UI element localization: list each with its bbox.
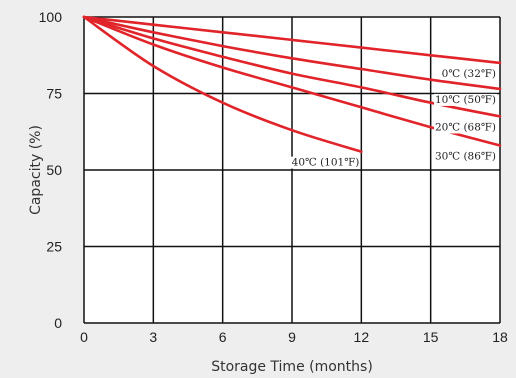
series-label-text: 10℃ (50℉) [435, 94, 496, 106]
x-tick-label: 18 [492, 329, 508, 345]
x-tick-label: 12 [354, 329, 370, 345]
x-tick-label: 9 [288, 329, 296, 345]
x-tick-label: 0 [80, 329, 88, 345]
series-labels: 0℃ (32℉) 10℃ (50℉) 20℃ (68℉) 30℃ (86℉) 40℃ (… [290, 67, 497, 169]
series-label: 20℃ (68℉) [434, 121, 497, 134]
series-label: 30℃ (86℉) [434, 150, 497, 163]
series-label: 10℃ (50℉) [434, 93, 497, 106]
y-axis-title: Capacity (%) [28, 125, 44, 215]
y-tick-label: 25 [46, 239, 62, 255]
series-label-text: 20℃ (68℉) [435, 121, 496, 133]
y-tick-label: 0 [54, 315, 62, 331]
tick-labels: 0 3 6 9 12 15 18 0 25 50 75 100 [39, 9, 508, 345]
x-axis-title: Storage Time (months) [211, 359, 373, 375]
y-tick-label: 50 [46, 162, 62, 178]
y-tick-label: 75 [46, 86, 62, 102]
y-tick-label: 100 [39, 9, 63, 25]
series-label-text: 40℃ (101℉) [292, 157, 360, 169]
series-label: 0℃ (32℉) [440, 67, 497, 80]
series-label-text: 0℃ (32℉) [442, 68, 496, 80]
series-lines [82, 15, 502, 153]
series-label: 40℃ (101℉) [290, 156, 361, 169]
x-tick-label: 15 [423, 329, 439, 345]
x-tick-label: 3 [149, 329, 157, 345]
x-tick-label: 6 [219, 329, 227, 345]
series-label-text: 30℃ (86℉) [435, 151, 496, 163]
